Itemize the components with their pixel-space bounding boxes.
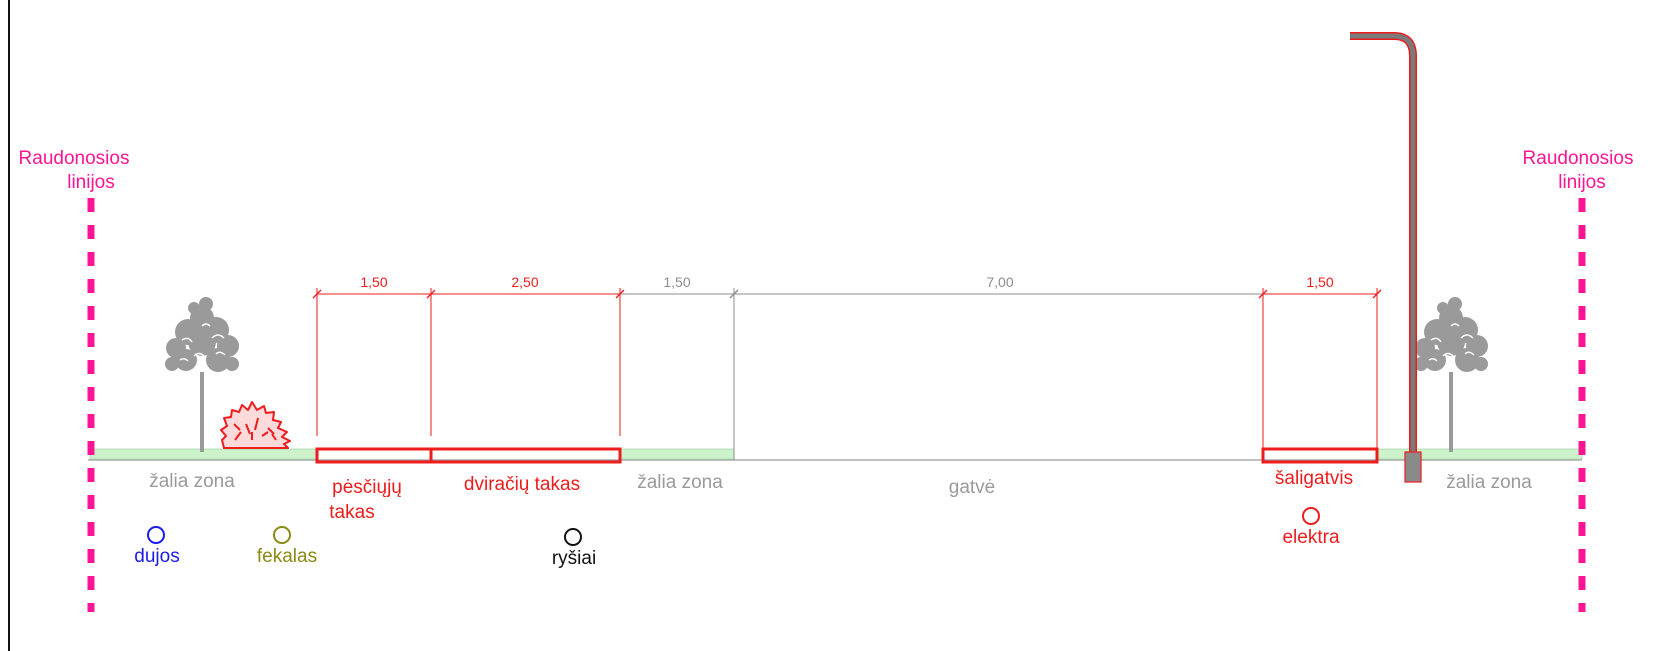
utility-marker-gas [147,526,165,544]
tree-icon [1414,297,1488,452]
zone-label-pedestrian-1: pėsčiųjų [332,477,402,498]
utility-marker-sewage [273,526,291,544]
zone-label-green-mid: žalia zona [637,472,723,493]
dim-tick-5 [1258,289,1268,299]
utility-marker-electricity [1302,507,1320,525]
street-lamp-icon [1350,32,1422,483]
zone-label-pedestrian-2: takas [329,502,374,523]
dimension-label: 1,50 [663,274,690,290]
dim-tick-2 [426,289,436,299]
dimension-label: 1,50 [360,274,387,290]
tree-icon [165,297,239,452]
dimension-label: 7,00 [986,274,1013,290]
zone-label-green-right: žalia zona [1446,472,1532,493]
zone-label-bike: dviračių takas [464,474,580,495]
bike-path [429,447,622,464]
zone-label-green-left: žalia zona [149,471,235,492]
red-line-right-label-1: Raudonosios [1523,148,1634,169]
utility-label-gas: dujos [134,546,179,567]
zone-label-sidewalk: šaligatvis [1275,468,1353,489]
dim-tick-3 [615,289,625,299]
dimension-label: 1,50 [1306,274,1333,290]
dimension-label: 2,50 [511,274,538,290]
red-line-right-label-2: linijos [1558,172,1606,193]
red-line-left-label-2: linijos [67,172,115,193]
utility-label-electricity: elektra [1282,527,1339,548]
utility-marker-telecom [564,528,582,546]
dimension-lines [312,288,1382,460]
dim-tick-6 [1372,289,1382,299]
dim-tick-1 [312,289,322,299]
red-line-left-label-1: Raudonosios [19,148,130,169]
shrub-icon [220,401,291,449]
utility-label-telecom: ryšiai [552,548,596,569]
utility-label-sewage: fekalas [257,546,317,567]
green-zone-middle [619,448,735,460]
zone-label-street: gatvė [949,477,995,498]
dim-tick-4 [729,289,739,299]
